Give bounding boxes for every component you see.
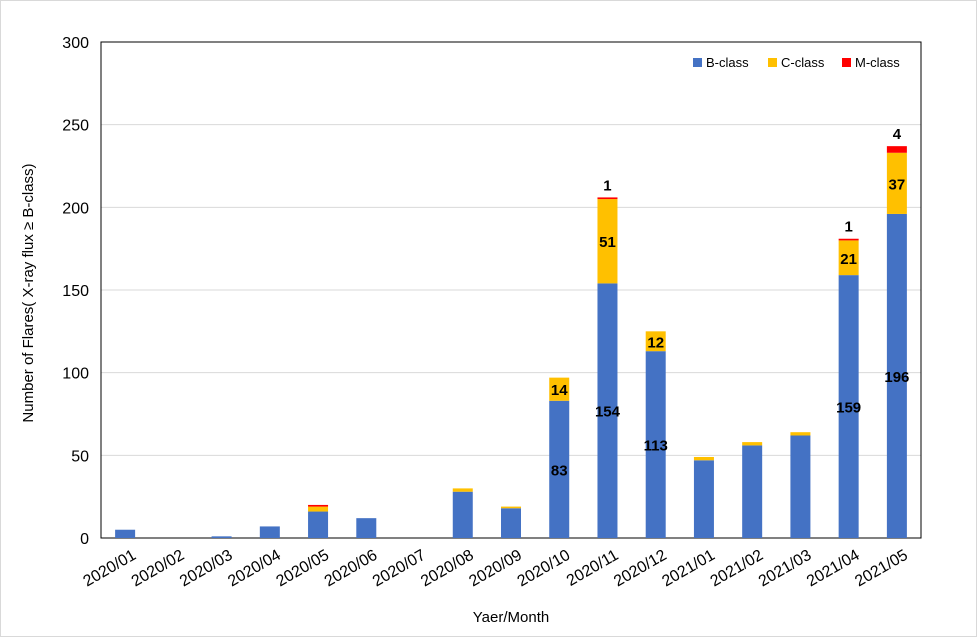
x-tick-label: 2021/01 [659,547,718,591]
bars-group [115,146,907,539]
data-label: 12 [647,334,664,351]
y-tick-label: 100 [62,366,89,383]
data-label: 51 [599,234,616,251]
y-tick-label: 200 [62,200,89,217]
bar-segment-b-class [211,536,232,538]
bar-segment-m-class [886,146,907,153]
x-tick-label: 2021/04 [804,547,863,591]
bar-segment-c-class [597,199,618,284]
data-label: 1 [844,219,852,236]
data-label: 37 [889,176,906,193]
bar-segment-b-class [597,283,618,538]
x-axis-title: Yaer/Month [473,609,549,626]
x-tick-label: 2020/09 [466,547,525,591]
bar-segment-c-class [308,506,329,512]
y-tick-label: 300 [62,35,89,52]
data-label: 196 [884,369,909,386]
bar-segment-b-class [742,445,763,538]
data-label: 21 [840,251,857,268]
bar-segment-m-class [308,504,329,507]
data-label: 113 [644,438,668,455]
bar-segment-b-class [693,460,714,538]
data-label: 14 [551,382,568,399]
data-label: 159 [836,400,861,417]
bar-segment-c-class [549,377,570,401]
bar-segment-c-class [452,488,473,492]
x-tick-label: 2020/02 [129,547,188,591]
x-tick-label: 2020/06 [322,547,381,591]
bar-segment-c-class [693,456,714,461]
legend: B-class C-class M-class [693,55,900,70]
y-tick-label: 50 [71,448,89,465]
x-tick-label: 2020/11 [564,547,622,590]
bar-segment-b-class [838,275,859,538]
bar-segment-b-class [886,213,907,539]
x-tick-label: 2020/05 [273,547,332,591]
data-labels-group: 83 14 154 51 1 113 12 159 21 1 196 37 4 [551,126,910,479]
data-label: 4 [893,126,902,143]
y-tick-label: 150 [62,283,89,300]
bar-segment-b-class [308,511,329,538]
bar-segment-b-class [549,400,570,538]
legend-swatch-b-class [693,58,702,67]
data-label: 83 [551,462,568,479]
y-tick-label: 250 [62,118,89,135]
bar-segment-b-class [115,529,136,538]
bar-segment-m-class [838,238,859,241]
legend-label: C-class [781,55,825,70]
bar-segment-c-class [742,442,763,446]
x-tick-labels: 2020/012020/022020/032020/042020/052020/… [81,547,911,591]
x-tick-label: 2021/03 [756,547,815,591]
data-label: 154 [595,404,621,421]
bar-segment-b-class [645,351,666,538]
x-tick-label: 2021/02 [708,547,767,591]
bar-segment-c-class [838,240,859,276]
x-tick-label: 2021/05 [852,547,911,591]
x-tick-label: 2020/01 [81,547,140,591]
legend-label: B-class [706,55,749,70]
legend-swatch-m-class [842,58,851,67]
bar-segment-b-class [259,526,280,538]
legend-label: M-class [855,55,900,70]
bar-segment-b-class [356,518,377,538]
y-tick-labels: 0 50 100 150 200 250 300 [62,35,89,548]
y-axis-title: Number of Flares( X-ray flux ≥ B-class) [20,163,37,422]
y-tick-label: 0 [80,531,89,548]
bar-segment-c-class [501,506,521,509]
x-tick-label: 2020/07 [370,547,429,591]
bar-segment-b-class [790,435,811,538]
bar-segment-c-class [886,152,907,214]
x-tick-label: 2020/10 [515,547,574,591]
bar-segment-c-class [790,432,811,436]
x-tick-label: 2020/12 [611,547,670,591]
x-tick-label: 2020/04 [225,547,284,591]
data-label: 1 [603,177,611,194]
bar-segment-c-class [645,331,666,352]
gridlines [101,124,921,456]
x-tick-label: 2020/08 [418,547,477,591]
bar-segment-b-class [452,491,473,538]
x-tick-label: 2020/03 [177,547,236,591]
legend-swatch-c-class [768,58,777,67]
bar-segment-b-class [501,508,521,538]
bar-segment-m-class [597,197,618,200]
